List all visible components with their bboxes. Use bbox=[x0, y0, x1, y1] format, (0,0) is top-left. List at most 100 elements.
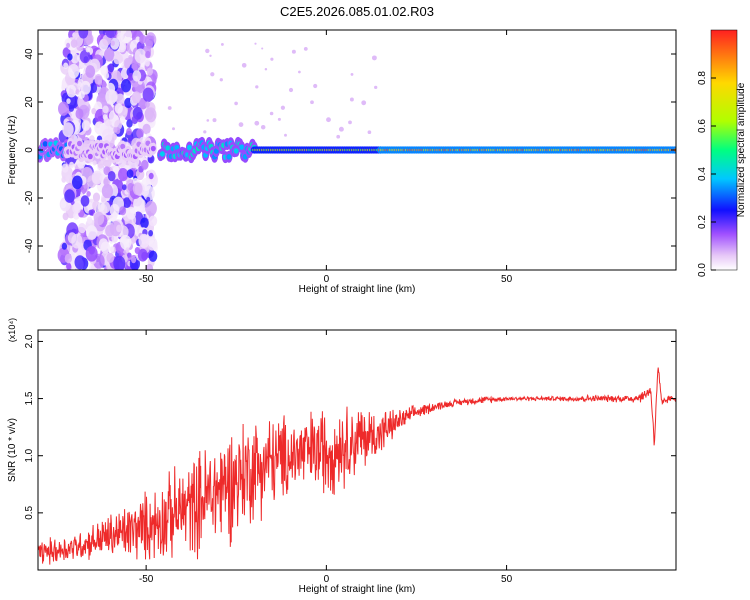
heatmap-cell bbox=[145, 101, 150, 108]
heatmap-cell bbox=[119, 206, 127, 216]
heatmap-cell bbox=[111, 234, 118, 243]
y-tick-label: 0 bbox=[24, 147, 35, 153]
x-tick-label: 50 bbox=[501, 274, 513, 285]
snr-ticks: -50 0 50 0.5 1.0 1.5 2.0 bbox=[24, 330, 676, 585]
heatmap-cell bbox=[101, 128, 113, 143]
heatmap-cell bbox=[85, 46, 91, 53]
heatmap-cell bbox=[75, 108, 84, 120]
x-tick-label: 0 bbox=[324, 574, 330, 585]
heatmap-cell bbox=[131, 91, 141, 104]
snr-multiplier: (x10⁴) bbox=[7, 318, 17, 342]
heatmap-cell bbox=[68, 63, 80, 79]
heatmap-cell bbox=[291, 49, 296, 54]
colorbar-tick-label: 0.4 bbox=[697, 167, 708, 181]
heatmap-cell bbox=[131, 115, 138, 125]
heatmap-cell bbox=[113, 127, 118, 133]
heatmap-cell bbox=[209, 54, 212, 57]
heatmap-cell bbox=[349, 97, 354, 102]
heatmap-cell bbox=[206, 119, 210, 122]
heatmap-cell bbox=[120, 79, 132, 93]
heatmap-cell bbox=[61, 163, 69, 173]
heatmap-cell bbox=[144, 59, 150, 67]
heatmap-cell bbox=[94, 74, 103, 85]
heatmap-cell bbox=[91, 170, 103, 185]
heatmap-cell bbox=[139, 34, 147, 44]
colorbar-ticks: 0.0 0.2 0.4 0.6 0.8 bbox=[697, 71, 716, 277]
heatmap-cell bbox=[241, 62, 247, 68]
heatmap-cell bbox=[120, 234, 132, 250]
heatmap-cell bbox=[63, 62, 69, 69]
heatmap-cell bbox=[73, 211, 80, 220]
colorbar-label: Normalized spectral amplitude bbox=[736, 82, 747, 217]
x-tick-label: -50 bbox=[139, 574, 154, 585]
heatmap-cell bbox=[212, 118, 217, 123]
heatmap-cell bbox=[112, 165, 120, 174]
spectrogram-panel: -50 0 50 -40 -20 0 20 40 Height of straight lin… bbox=[7, 29, 677, 295]
x-tick-label: 50 bbox=[501, 574, 513, 585]
heatmap-cell bbox=[131, 256, 137, 264]
heatmap-cell bbox=[261, 47, 264, 50]
heatmap-cell bbox=[105, 224, 115, 237]
heatmap-cell bbox=[264, 68, 268, 71]
heatmap-cell bbox=[148, 172, 154, 180]
spectrogram-xlabel: Height of straight line (km) bbox=[299, 284, 416, 295]
heatmap-cell bbox=[74, 255, 86, 270]
colorbar: 0.0 0.2 0.4 0.6 0.8 Normalized spectral ampl… bbox=[697, 29, 747, 277]
heatmap-cell bbox=[61, 242, 68, 250]
heatmap-cell bbox=[98, 238, 109, 252]
heatmap-cell bbox=[219, 78, 223, 82]
heatmap-cell bbox=[80, 195, 90, 207]
heatmap-cell bbox=[234, 101, 238, 106]
y-tick-label: -40 bbox=[24, 238, 35, 253]
heatmap-cell bbox=[254, 42, 257, 45]
heatmap-cell bbox=[126, 169, 134, 179]
heatmap-cell bbox=[150, 145, 156, 152]
heatmap-cell bbox=[288, 87, 294, 93]
heatmap-cell bbox=[87, 153, 93, 160]
heatmap-cell bbox=[123, 57, 132, 69]
heatmap-cell bbox=[78, 90, 85, 99]
heatmap-cell bbox=[371, 55, 377, 61]
heatmap-cell bbox=[270, 57, 274, 61]
heatmap-cell bbox=[226, 154, 232, 160]
heatmap-cell bbox=[303, 46, 308, 51]
y-tick-label: 1.5 bbox=[24, 391, 35, 405]
heatmap-cell bbox=[361, 100, 367, 106]
heatmap-cell bbox=[238, 122, 244, 127]
heatmap-cell bbox=[109, 203, 120, 217]
heatmap-cell bbox=[62, 122, 74, 137]
heatmap-cell bbox=[141, 159, 149, 170]
heatmap-cell bbox=[65, 174, 73, 184]
snr-frame bbox=[37, 329, 677, 571]
heatmap-cell bbox=[58, 101, 69, 116]
heatmap-cell bbox=[81, 120, 91, 131]
heatmap-cell bbox=[110, 40, 115, 46]
heatmap-cell bbox=[126, 119, 133, 128]
heatmap-cell bbox=[254, 120, 260, 126]
spectrogram-ticks: -50 0 50 -40 -20 0 20 40 bbox=[24, 30, 676, 285]
heatmap-cell bbox=[66, 42, 71, 49]
heatmap-cell bbox=[145, 263, 154, 270]
heatmap-cell bbox=[105, 89, 118, 105]
heatmap-cell bbox=[336, 134, 341, 139]
heatmap-cell bbox=[132, 182, 143, 196]
heatmap-cell bbox=[98, 142, 104, 149]
heatmap-cell bbox=[132, 70, 142, 82]
heatmap-cell bbox=[348, 120, 352, 125]
heatmap-cell bbox=[42, 141, 48, 147]
heatmap-cell bbox=[70, 39, 78, 48]
heatmap-cell bbox=[77, 79, 84, 87]
heatmap-cell bbox=[310, 100, 314, 105]
colorbar-tick-label: 0.6 bbox=[697, 119, 708, 133]
heatmap-cell bbox=[313, 83, 318, 89]
heatmap-cell bbox=[146, 196, 151, 202]
heatmap-cell bbox=[165, 145, 171, 151]
heatmap-cell bbox=[101, 183, 113, 199]
heatmap-cell bbox=[92, 192, 101, 202]
heatmap-cell bbox=[77, 140, 82, 147]
heatmap-cell bbox=[367, 130, 372, 135]
heatmap-cell bbox=[86, 225, 98, 240]
heatmap-cell bbox=[203, 130, 207, 134]
heatmap-cell bbox=[280, 105, 286, 110]
y-tick-label: -20 bbox=[24, 190, 35, 205]
